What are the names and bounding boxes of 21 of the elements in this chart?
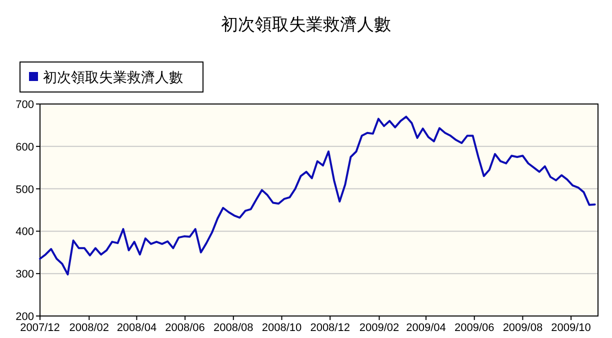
ytick: 600 <box>16 141 34 154</box>
xtick: 2007/12 <box>20 322 60 334</box>
xtick: 2009/02 <box>359 322 400 334</box>
xtick: 2008/02 <box>69 322 110 334</box>
ytick: 700 <box>16 99 34 111</box>
xtick: 2009/10 <box>551 322 591 334</box>
xtick: 2008/10 <box>262 322 302 334</box>
ytick: 400 <box>16 226 34 238</box>
xtick: 2008/08 <box>214 322 254 334</box>
ytick: 300 <box>16 268 34 281</box>
legend-label: 初次領取失業救濟人數 <box>43 69 183 85</box>
ytick: 500 <box>16 184 34 196</box>
xtick: 2009/06 <box>454 322 494 334</box>
title: 初次領取失業救濟人數 <box>221 15 391 34</box>
legend: 初次領取失業救濟人數 <box>20 62 204 92</box>
xtick: 2008/04 <box>116 322 157 334</box>
xtick: 2008/06 <box>165 322 205 334</box>
xtick: 2009/08 <box>502 322 543 334</box>
xtick: 2009/04 <box>406 322 446 334</box>
ytick: 200 <box>16 311 34 323</box>
xtick: 2008/12 <box>310 322 350 334</box>
